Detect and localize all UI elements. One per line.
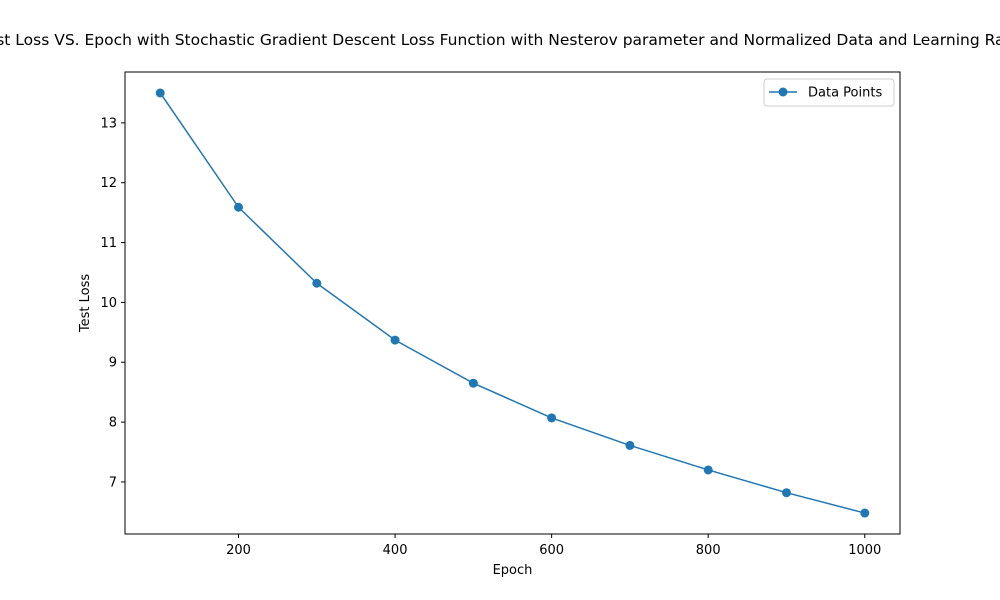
y-tick-label: 10 [100,296,117,311]
series-layer [155,88,870,518]
data-point [390,335,400,345]
x-axis-ticks: 200 400 600 800 1000 [226,534,881,558]
series-line [159,92,865,514]
legend-label: Data Points [808,86,882,101]
y-tick-label: 12 [100,176,117,191]
data-point [781,488,791,498]
plot-area [125,72,900,534]
y-tick-label: 11 [100,236,117,251]
y-tick-label: 13 [100,116,117,131]
x-tick-label: 200 [226,543,251,558]
legend-marker-icon [778,87,788,97]
data-point [547,413,557,423]
y-tick-label: 7 [109,475,117,490]
data-point [860,508,870,518]
legend: Data Points [763,78,895,107]
x-tick-label: 600 [539,543,564,558]
plot-frame [124,71,901,535]
x-tick-label: 800 [696,543,721,558]
data-point [312,278,322,288]
data-point [703,465,713,475]
legend-box [763,78,895,107]
y-axis-label: Test Loss [78,274,93,333]
chart-title: Test Loss VS. Epoch with Stochastic Grad… [0,31,1000,49]
y-tick-label: 9 [109,356,117,371]
x-axis-label: Epoch [493,563,533,578]
data-point [155,88,165,98]
data-point [625,440,635,450]
data-point [468,378,478,388]
y-axis-ticks: 7 8 9 10 11 12 13 [100,116,125,490]
y-tick-label: 8 [109,416,117,431]
data-point [234,202,244,212]
x-tick-label: 1000 [848,543,881,558]
x-tick-label: 400 [383,543,408,558]
